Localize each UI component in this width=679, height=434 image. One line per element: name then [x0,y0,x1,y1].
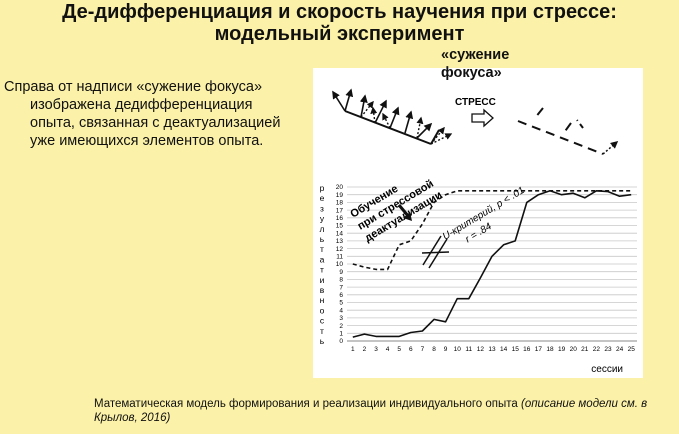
y-label-letter: а [320,254,325,264]
focus-label-line-1: «сужение [441,47,510,63]
y-tick-label: 11 [336,254,343,261]
y-label-letter: ь [320,234,325,244]
side-text-line-2: изображена дедифференциация [30,97,253,113]
y-tick-label: 16 [336,215,344,222]
y-tick-label: 7 [339,284,343,291]
y-tick-label: 6 [339,292,343,299]
x-tick-label: 7 [421,346,425,353]
x-tick-label: 18 [546,346,554,353]
title-line-2: модельный эксперимент [214,23,465,45]
stress-label: СТРЕСС [455,97,496,108]
x-tick-label: 3 [374,346,378,353]
y-label-letter: в [320,285,325,295]
x-tick-label: 9 [444,346,448,353]
y-tick-label: 5 [339,300,343,307]
y-label-letter: т [320,244,324,254]
y-tick-label: 0 [339,338,343,345]
series-line-baseline [352,190,632,338]
chart-gridlines [347,186,637,342]
y-tick-label: 20 [336,184,344,191]
x-tick-label: 17 [535,346,543,353]
x-tick-label: 4 [386,346,390,353]
side-text-line-1: Справа от надписи «сужение фокуса» [4,79,263,95]
slide-title: Де-дифференциация и скорость научения пр… [0,1,679,45]
annotation-arrow-icon [397,204,412,221]
x-tick-label: 23 [604,346,612,353]
x-tick-label: 24 [616,346,624,353]
y-label-letter: ь [320,336,325,346]
x-tick-label: 19 [558,346,566,353]
x-tick-label: 22 [593,346,601,353]
y-label-letter: и [320,275,325,285]
y-label-letter: л [320,224,325,234]
differentiated-tree-diagram [332,88,453,145]
x-tick-label: 12 [477,346,485,353]
chart-series [352,190,632,338]
title-line-1: Де-дифференциация и скорость научения пр… [62,1,617,23]
x-tick-label: 6 [409,346,413,353]
stat-annotation: U-критерий, p < .01 r = .84 [441,185,527,245]
y-label-letter: т [320,265,324,275]
focus-label-line-2: фокуса» [441,65,502,81]
side-text-line-4: уже имеющихся элементов опыта. [30,133,264,149]
stress-arrow-icon [471,108,494,128]
x-tick-label: 21 [581,346,589,353]
x-tick-label: 10 [454,346,462,353]
y-tick-label: 4 [339,307,343,314]
y-tick-label: 2 [339,323,343,330]
series-line-stress [352,190,632,271]
y-tick-label: 9 [339,269,343,276]
x-axis-label: сессии [591,364,623,375]
focus-narrowing-label: «сужение фокуса» [441,46,531,82]
y-tick-label: 15 [336,223,344,230]
x-tick-label: 16 [523,346,531,353]
x-tick-label: 14 [500,346,508,353]
x-tick-label: 1 [351,346,355,353]
y-tick-label: 13 [336,238,344,245]
side-description: Справа от надписи «сужение фокуса» изобр… [4,78,312,150]
x-tick-label: 5 [397,346,401,353]
y-label-letter: н [320,295,325,305]
y-label-letter: з [320,203,324,213]
stress-annotation: Обучение при стрессовой деактуализации [348,178,444,245]
x-tick-label: 15 [512,346,520,353]
x-tick-label: 11 [465,346,472,353]
x-tick-label: 20 [570,346,578,353]
y-tick-label: 8 [339,277,343,284]
y-label-letter: с [320,316,325,326]
y-label-letter: е [320,193,325,203]
y-label-letter: т [320,326,324,336]
y-tick-label: 17 [336,207,344,214]
y-tick-label: 19 [336,192,344,199]
y-tick-label: 18 [336,200,344,207]
y-label-letter: р [320,183,325,193]
x-tick-label: 25 [628,346,636,353]
y-tick-label: 14 [336,230,344,237]
x-axis-ticks: 1 2 3 4 5 6 7 8 9 10 11 12 13 14 15 16 17 18 19 20 21 22 23 24 2… [351,346,635,353]
caption-reference: (описание модели см. в Крылов, 2016) [94,398,648,424]
y-label-letter: о [320,305,325,315]
x-tick-label: 8 [432,346,436,353]
caption-main-text: Математическая модель формирования и реа… [94,398,521,410]
y-tick-label: 3 [339,315,343,322]
dedifferentiated-tree-diagram [517,107,619,155]
significance-mark-icon [421,235,450,269]
side-text-line-3: опыта, связанная с деактуализацией [30,115,281,131]
y-label-letter: у [320,214,325,224]
x-tick-label: 13 [488,346,496,353]
y-tick-label: 1 [339,331,343,338]
x-tick-label: 2 [363,346,367,353]
figure-caption: Математическая модель формирования и реа… [94,397,674,425]
y-tick-label: 12 [336,246,344,253]
y-tick-label: 10 [336,261,344,268]
